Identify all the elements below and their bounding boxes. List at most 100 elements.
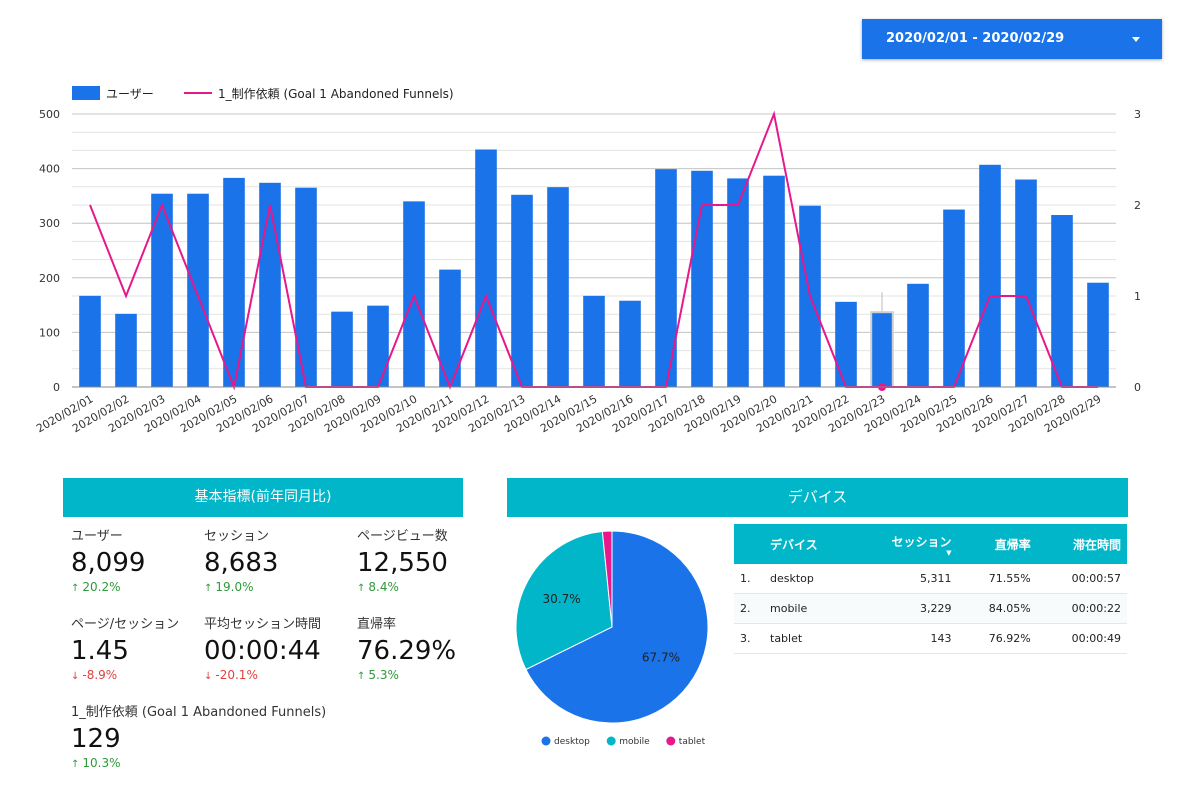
y-left-tick-label: 400 [39, 163, 60, 176]
bar [583, 295, 605, 387]
y-left-tick-label: 500 [39, 108, 60, 121]
bar [870, 311, 894, 388]
y-left-tick-label: 0 [53, 381, 60, 394]
bar [655, 169, 677, 387]
row-sessions: 5,311 [851, 564, 958, 594]
row-device: desktop [764, 564, 852, 594]
kpi-label: 平均セッション時間 [204, 617, 322, 632]
bar [439, 269, 461, 387]
pie-slice-label: 67.7% [642, 650, 680, 664]
bar [223, 177, 245, 387]
date-range-label: 2020/02/01 - 2020/02/29 [886, 31, 1065, 46]
kpi-users: ユーザー 8,099 ↑ 20.2% [71, 525, 221, 594]
table-row[interactable]: 1. desktop 5,311 71.55% 00:00:57 [734, 564, 1127, 594]
kpi-change: ↑ 20.2% [71, 580, 121, 594]
pie-slice [601, 530, 613, 628]
chevron-down-icon[interactable] [1132, 37, 1140, 42]
row-duration: 00:00:22 [1036, 593, 1127, 624]
legend-swatch-bar [72, 86, 100, 100]
legend-dot [606, 736, 616, 746]
table-row[interactable]: 2. mobile 3,229 84.05% 00:00:22 [734, 593, 1127, 624]
arrow-up-icon: ↑ [71, 759, 80, 770]
legend-label: ユーザー [106, 87, 154, 101]
device-panel-title: デバイス [787, 488, 848, 506]
row-bounce: 71.55% [957, 564, 1037, 594]
kpi-value: 12,550 [357, 548, 448, 578]
kpi-label: セッション [204, 529, 270, 544]
sort-desc-icon[interactable]: ▼ [946, 548, 952, 557]
bar [511, 194, 533, 387]
table-row[interactable]: 3. tablet 143 76.92% 00:00:49 [734, 623, 1127, 654]
kpi-sessions: セッション 8,683 ↑ 19.0% [204, 525, 354, 594]
col-device[interactable]: デバイス [764, 524, 852, 564]
col-bounce-rate[interactable]: 直帰率 [957, 524, 1037, 564]
legend-dot [541, 736, 551, 746]
row-device: mobile [764, 593, 852, 624]
kpi-value: 1.45 [71, 636, 129, 666]
legend-label: 1_制作依頼 (Goal 1 Abandoned Funnels) [218, 86, 454, 101]
pie-slice [515, 530, 613, 671]
bar [619, 300, 641, 387]
y-right-tick-label: 2 [1134, 199, 1141, 212]
bar [295, 187, 317, 387]
row-device: tablet [764, 623, 852, 654]
row-rank: 2. [734, 593, 764, 624]
col-sessions[interactable]: セッション ▼ [851, 524, 958, 564]
kpi-pageviews: ページビュー数 12,550 ↑ 8.4% [357, 525, 507, 594]
kpi-label: ユーザー [71, 529, 123, 544]
row-bounce: 76.92% [957, 623, 1037, 654]
bar [367, 305, 389, 387]
row-bounce: 84.05% [957, 593, 1037, 624]
kpi-value: 00:00:44 [204, 636, 321, 666]
kpi-value: 8,683 [204, 548, 279, 578]
bar [691, 170, 713, 387]
kpi-panel-header: 基本指標(前年同月比) [63, 478, 463, 517]
col-duration[interactable]: 滞在時間 [1036, 524, 1127, 564]
row-sessions: 143 [851, 623, 958, 654]
kpi-value: 129 [71, 724, 121, 754]
kpi-panel-title: 基本指標(前年同月比) [194, 489, 332, 505]
kpi-label: 1_制作依頼 (Goal 1 Abandoned Funnels) [71, 705, 327, 720]
bar [259, 182, 281, 387]
bar [331, 311, 353, 387]
bar [727, 178, 749, 387]
bar [79, 295, 101, 387]
bar [151, 193, 173, 387]
device-pie-chart: 67.7% 30.7% desktop mobile tablet [515, 530, 709, 747]
bar [1015, 179, 1037, 387]
pie-slice [525, 530, 709, 724]
kpi-label: ページビュー数 [357, 529, 448, 544]
y-right-tick-label: 3 [1134, 108, 1141, 121]
bar [115, 313, 137, 387]
legend-label: tablet [679, 737, 706, 747]
kpi-bounce-rate: 直帰率 76.29% ↑ 5.3% [357, 613, 507, 682]
date-range-selector[interactable]: 2020/02/01 - 2020/02/29 [862, 19, 1162, 59]
bar [187, 193, 209, 387]
y-left-tick-label: 100 [39, 326, 60, 339]
kpi-change: ↓ -20.1% [204, 668, 258, 682]
kpi-change: ↓ -8.9% [71, 668, 118, 682]
device-table: デバイス セッション ▼ 直帰率 滞在時間 1. desktop 5,311 71… [734, 524, 1127, 654]
bar [943, 209, 965, 387]
row-duration: 00:00:49 [1036, 623, 1127, 654]
bar [1087, 282, 1109, 387]
legend-dot [666, 736, 676, 746]
kpi-value: 76.29% [357, 636, 457, 666]
kpi-label: 直帰率 [357, 617, 397, 632]
bar [907, 283, 929, 387]
arrow-down-icon: ↓ [204, 671, 213, 682]
bar [547, 187, 569, 387]
row-duration: 00:00:57 [1036, 564, 1127, 594]
bar [475, 149, 497, 387]
kpi-change: ↑ 19.0% [204, 580, 254, 594]
kpi-change: ↑ 10.3% [71, 756, 121, 770]
y-left-tick-label: 200 [39, 272, 60, 285]
bar [835, 301, 857, 387]
device-table-header: デバイス セッション ▼ 直帰率 滞在時間 [734, 524, 1127, 564]
legend-label: desktop [554, 737, 590, 747]
kpi-change: ↑ 8.4% [357, 580, 399, 594]
arrow-down-icon: ↓ [71, 671, 80, 682]
row-sessions: 3,229 [851, 593, 958, 624]
bar [763, 175, 785, 387]
kpi-goal-abandoned: 1_制作依頼 (Goal 1 Abandoned Funnels) 129 ↑ 1… [71, 701, 371, 770]
